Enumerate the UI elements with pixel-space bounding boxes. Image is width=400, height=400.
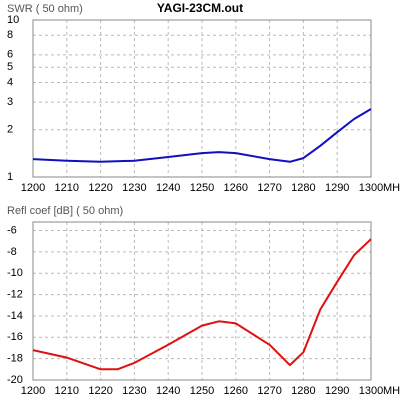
x-tick-label: 1200 (21, 385, 45, 397)
x-tick-label: 1250 (190, 182, 214, 194)
chart-title: YAGI-23CM.out (157, 1, 243, 15)
x-tick-label: 1300 (359, 385, 383, 397)
plot-frame (32, 19, 372, 178)
x-tick-label: 1210 (55, 385, 79, 397)
x-axis-label: MHz (383, 182, 400, 194)
x-tick-label: 1300 (359, 182, 383, 194)
y-tick-label: 6 (7, 49, 13, 61)
x-axis-label: MHz (383, 385, 400, 397)
data-line (32, 108, 372, 163)
x-tick-label: 1220 (88, 385, 112, 397)
y-tick-label: 1 (7, 171, 13, 183)
x-tick-label: 1220 (88, 182, 112, 194)
y-tick-label: 10 (7, 14, 19, 26)
x-tick-label: 1250 (190, 385, 214, 397)
x-tick-label: 1270 (257, 182, 281, 194)
x-tick-label: 1200 (21, 182, 45, 194)
x-tick-label: 1260 (224, 182, 248, 194)
x-tick-label: 1290 (325, 385, 349, 397)
y-tick-label: 8 (7, 29, 13, 41)
data-line (32, 238, 372, 371)
y-tick-label: 5 (7, 61, 13, 73)
x-tick-label: 1230 (122, 385, 146, 397)
y-axis-label: SWR ( 50 ohm) (7, 3, 83, 15)
x-tick-label: 1260 (224, 385, 248, 397)
x-tick-label: 1240 (156, 385, 180, 397)
x-tick-label: 1290 (325, 182, 349, 194)
y-tick-label: -8 (7, 246, 17, 258)
x-tick-label: 1270 (257, 385, 281, 397)
x-tick-label: 1280 (291, 182, 315, 194)
y-tick-label: -14 (7, 310, 23, 322)
y-axis-label: Refl coef [dB] ( 50 ohm) (7, 205, 123, 217)
x-tick-label: 1240 (156, 182, 180, 194)
y-tick-label: 4 (7, 76, 13, 88)
x-tick-label: 1210 (55, 182, 79, 194)
y-tick-label: -10 (7, 267, 23, 279)
y-tick-label: -20 (7, 374, 23, 386)
y-tick-label: -18 (7, 353, 23, 365)
x-tick-label: 1280 (291, 385, 315, 397)
plot-frame (32, 221, 372, 381)
x-tick-label: 1230 (122, 182, 146, 194)
y-tick-label: -6 (7, 224, 17, 236)
y-tick-label: -16 (7, 331, 23, 343)
y-tick-label: 2 (7, 124, 13, 136)
y-tick-label: 3 (7, 96, 13, 108)
y-tick-label: -12 (7, 289, 23, 301)
